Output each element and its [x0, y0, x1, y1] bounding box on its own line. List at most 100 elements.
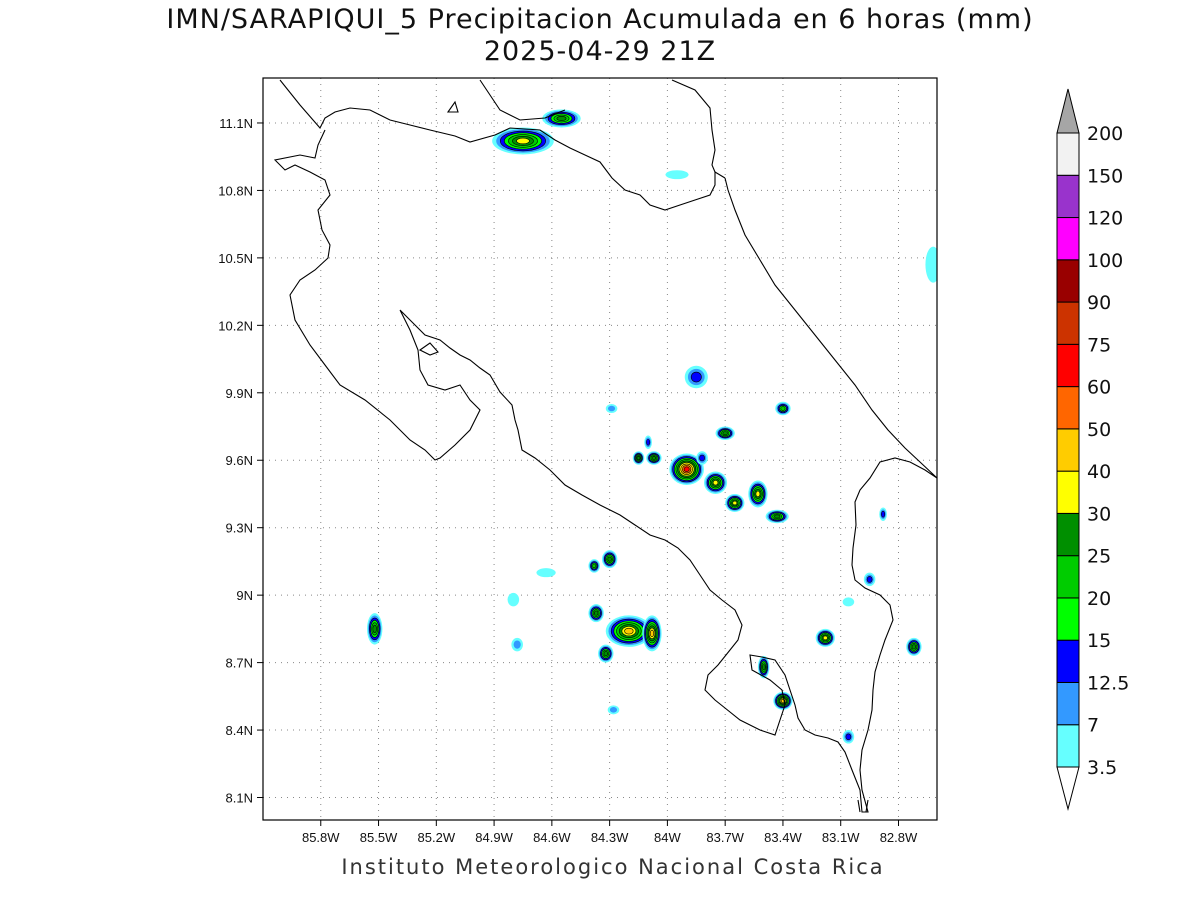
- y-axis: 11.1N 10.8N 10.5N 10.2N 9.9N 9.6N 9.3N 9N 8.7N 8.…: [218, 116, 263, 806]
- precip-cell: [665, 170, 689, 180]
- precip-contour: [732, 500, 738, 506]
- precip-contour: [925, 246, 937, 283]
- colorbar-label: 150: [1087, 165, 1123, 187]
- x-tick-label: 85.5W: [360, 830, 398, 845]
- precip-contour: [603, 651, 608, 657]
- precip-contour: [690, 371, 702, 383]
- colorbar-label: 100: [1087, 250, 1123, 272]
- precip-cell: [588, 604, 604, 623]
- colorbar-label: 7: [1087, 715, 1099, 737]
- colorbar-label: 15: [1087, 630, 1111, 652]
- precip-cell: [588, 559, 600, 573]
- precip-contour: [722, 431, 728, 436]
- colorbar-segment: [1056, 428, 1080, 472]
- precip-cell: [669, 453, 704, 485]
- colorbar-segment: [1056, 512, 1080, 557]
- precip-contour: [593, 610, 599, 616]
- precip-contour: [372, 624, 377, 633]
- precip-cell: [607, 705, 620, 715]
- precip-contour: [761, 664, 766, 671]
- x-tick-label: 85.8W: [302, 830, 340, 845]
- precip-contour: [699, 454, 705, 462]
- colorbar-label: 75: [1087, 334, 1111, 356]
- y-tick-label: 8.7N: [226, 656, 253, 671]
- inlet-nicoya: [418, 342, 439, 356]
- precip-contour: [780, 406, 786, 411]
- precip-contour: [665, 170, 689, 180]
- precip-cell: [815, 628, 835, 647]
- precip-contour: [911, 644, 917, 650]
- colorbar-label: 200: [1087, 123, 1123, 145]
- colorbar-label: 30: [1087, 503, 1111, 525]
- y-tick-label: 8.1N: [226, 791, 253, 806]
- colorbar-label: 50: [1087, 419, 1111, 441]
- y-tick-label: 10.8N: [218, 183, 253, 198]
- precip-cell: [507, 592, 520, 607]
- precip-cell: [879, 507, 887, 521]
- y-tick-label: 8.4N: [226, 723, 253, 738]
- precip-contour: [507, 592, 520, 607]
- map-title: IMN/SARAPIQUI_5 Precipitacion Acumulada …: [166, 4, 1034, 35]
- precip-contour: [609, 707, 618, 713]
- colorbar-segment: [1056, 639, 1080, 683]
- x-tick-label: 84.3W: [591, 830, 629, 845]
- x-tick-label: 83.7W: [706, 830, 744, 845]
- precip-contour: [845, 733, 852, 741]
- precip-contour: [646, 438, 651, 446]
- precip-contour: [636, 456, 641, 460]
- caribbean-south: [857, 799, 869, 813]
- precip-contour: [607, 556, 612, 562]
- colorbar-label: 25: [1087, 546, 1111, 568]
- map-background: [263, 78, 937, 820]
- colorbar-segment: [1056, 301, 1080, 345]
- precip-cell: [715, 426, 735, 441]
- precip-contour: [683, 466, 690, 472]
- precip-contour: [649, 629, 655, 638]
- x-tick-label: 84W: [654, 830, 681, 845]
- precip-cell: [605, 615, 652, 647]
- x-tick-label: 83.4W: [764, 830, 802, 845]
- colorbar-segment: [1056, 259, 1080, 303]
- precip-cell: [536, 568, 556, 578]
- border-nicaragua: [279, 79, 726, 211]
- y-tick-label: 11.1N: [219, 116, 253, 131]
- x-axis: 85.8W 85.5W 85.2W 84.9W 84.6W 84.3W 84W 83.7W 83…: [302, 820, 918, 845]
- caribbean-north: [671, 79, 716, 173]
- precip-contour: [536, 568, 556, 578]
- colorbar-segment: [1056, 217, 1080, 261]
- precip-cell: [842, 730, 855, 744]
- precip-contour: [755, 490, 761, 498]
- precip-contour: [592, 563, 597, 569]
- nicaragua-lake-shore: [479, 79, 566, 121]
- colorbar-label: 40: [1087, 461, 1111, 483]
- map-frame: [262, 77, 938, 821]
- precip-cell: [842, 597, 855, 607]
- precip-contour: [842, 597, 855, 607]
- precip-contour: [513, 640, 521, 649]
- precip-cell: [775, 401, 791, 416]
- colorbar-low-arrow: [1056, 766, 1080, 811]
- colorbar-segment: [1056, 724, 1080, 768]
- colorbar-high-arrow: [1056, 88, 1080, 134]
- precip-cell: [925, 246, 937, 283]
- precip-cell: [696, 451, 708, 465]
- colorbar: 3.5 7 12.5 15 20 25 30 40 50 60 75 90 100 120 150 200: [1056, 88, 1129, 811]
- precip-cell: [757, 655, 770, 679]
- precip-cell: [601, 550, 618, 569]
- coast-main: [273, 129, 937, 813]
- precip-cell: [605, 404, 618, 414]
- x-tick-label: 85.2W: [418, 830, 456, 845]
- y-tick-label: 9.9N: [226, 386, 253, 401]
- precipitation-field: [366, 109, 937, 744]
- precip-cell: [511, 637, 523, 652]
- y-tick-label: 9.3N: [226, 521, 253, 536]
- precip-contour: [866, 576, 873, 583]
- precip-cell: [748, 480, 768, 508]
- y-tick-label: 9.6N: [226, 453, 253, 468]
- y-tick-label: 10.2N: [218, 318, 253, 333]
- colorbar-label: 3.5: [1087, 757, 1117, 779]
- precip-contour: [516, 137, 530, 145]
- precip-cell: [642, 615, 662, 652]
- precip-cell: [646, 451, 662, 465]
